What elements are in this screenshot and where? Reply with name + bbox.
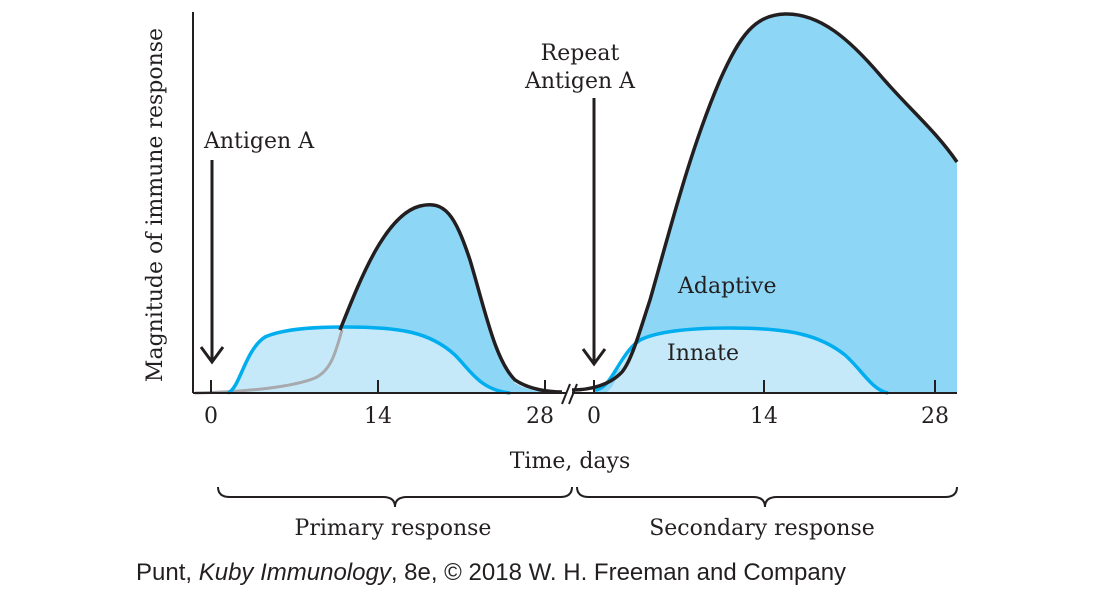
secondary-adaptive-area [594,13,957,393]
primary-brace [217,486,573,508]
secondary-response-label: Secondary response [649,516,875,541]
axis-break-mark [561,383,578,405]
antigen-a-label: Antigen A [203,129,315,154]
primary-innate-curve [226,325,511,395]
secondary-brace [576,486,958,508]
secondary-total-curve [571,12,959,392]
caption: Punt, Kuby Immunology, 8e, © 2018 W. H. … [136,559,846,586]
secondary-innate-area [605,328,888,393]
primary-total-curve [338,203,563,394]
tick-label: 14 [750,404,778,429]
secondary-innate-curve [593,326,889,395]
primary-innate-area [228,327,505,393]
tick-label: 14 [364,404,392,429]
repeat-antigen-label: Antigen A [524,69,636,94]
adaptive-label: Adaptive [677,274,777,299]
antigen-arrow-icon [199,160,225,365]
tick-label: 28 [921,404,949,429]
innate-label: Innate [667,341,739,366]
y-axis-label: Magnitude of immune response [143,28,168,382]
repeat-label: Repeat [541,41,620,66]
repeat-antigen-arrow-icon [581,98,607,367]
tick-label: 28 [526,404,554,429]
tick-marks [210,380,936,393]
tick-label: 0 [587,404,601,429]
primary-response-label: Primary response [295,516,492,541]
tick-label: 0 [204,404,218,429]
x-axis-label: Time, days [510,449,631,474]
